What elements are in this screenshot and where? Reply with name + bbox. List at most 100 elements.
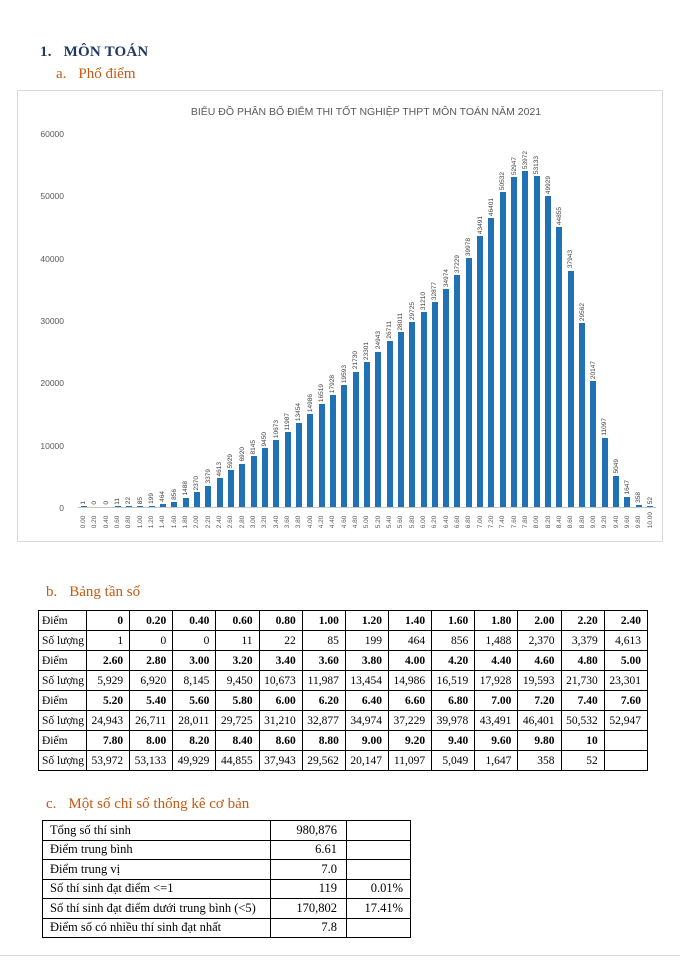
bar-value-label: 1488 xyxy=(182,481,190,496)
x-axis-tick-label: 5.20 xyxy=(374,515,382,529)
freq-value-cell: 3.20 xyxy=(215,650,260,671)
x-axis-tick-label: 3.60 xyxy=(284,515,291,529)
x-axis-tick-label: 5.40 xyxy=(385,515,393,529)
chart-bar xyxy=(477,235,484,507)
x-axis-tick-label: 7.00 xyxy=(476,515,484,529)
chart-bar xyxy=(533,175,540,507)
x-tick-slot: 5.00 xyxy=(361,509,372,529)
chart-bar xyxy=(488,217,495,507)
bar-value-label: 16519 xyxy=(317,383,325,403)
freq-value-cell: 9.80 xyxy=(517,730,562,751)
freq-value-cell: 2.20 xyxy=(560,610,605,631)
freq-value-cell: 6.00 xyxy=(258,690,303,711)
x-tick-slot: 8.20 xyxy=(542,509,553,529)
bar-slot: 3379 xyxy=(203,133,214,507)
section-b-label: Bảng tần số xyxy=(69,584,141,600)
x-axis-tick-label: 10.00 xyxy=(646,512,654,529)
x-tick-slot: 9.60 xyxy=(622,509,633,529)
x-tick-slot: 4.60 xyxy=(339,509,350,529)
x-tick-slot: 5.20 xyxy=(373,509,384,529)
bar-slot: 44855 xyxy=(554,133,565,507)
bar-value-label: 39978 xyxy=(465,237,473,256)
bar-slot: 52947 xyxy=(508,133,519,507)
chart-bar xyxy=(579,322,586,507)
freq-value-cell: 6,920 xyxy=(129,670,174,691)
stats-table-row: Điểm trung vị 7.0 xyxy=(42,859,411,880)
x-tick-slot: 7.40 xyxy=(497,509,508,529)
x-tick-slot: 6.00 xyxy=(418,509,429,529)
freq-value-cell: 31,210 xyxy=(258,710,303,731)
bar-value-label: 1647 xyxy=(623,480,631,495)
x-tick-slot: 4.20 xyxy=(316,509,327,529)
x-axis-tick-label: 3.40 xyxy=(272,515,280,529)
stat-percent-cell xyxy=(346,859,411,880)
freq-value-cell: 8.20 xyxy=(172,730,217,751)
freq-value-cell: 52 xyxy=(560,750,605,771)
x-axis-tick-label: 8.80 xyxy=(578,515,586,529)
x-axis-tick-label: 8.40 xyxy=(555,515,563,529)
freq-value-cell: 7.20 xyxy=(517,690,562,711)
bar-slot: 20147 xyxy=(588,133,599,507)
freq-value-cell: 26,711 xyxy=(129,710,174,731)
chart-bar xyxy=(227,470,234,507)
freq-value-cell: 464 xyxy=(387,630,433,651)
x-axis-tick-label: 4.40 xyxy=(329,515,337,529)
bar-value-label: 5049 xyxy=(612,459,620,474)
y-axis-tick-label: 40000 xyxy=(40,253,64,264)
freq-value-cell: 20,147 xyxy=(344,750,389,771)
bar-value-label: 37229 xyxy=(453,254,461,273)
x-tick-slot: 5.60 xyxy=(395,509,406,529)
stat-percent-cell: 17.41% xyxy=(346,898,411,919)
stat-value-cell: 6.61 xyxy=(270,839,347,860)
chart-bar xyxy=(454,274,461,507)
chart-bar xyxy=(239,463,246,507)
x-axis-tick-label: 5.80 xyxy=(408,515,416,529)
x-axis-tick-label: 3.20 xyxy=(261,515,269,529)
freq-value-cell: 0.80 xyxy=(258,610,303,631)
chart-bar xyxy=(125,506,132,507)
freq-value-cell: 9.00 xyxy=(344,730,389,751)
x-axis-tick-label: 1.60 xyxy=(170,515,178,529)
x-tick-slot: 4.80 xyxy=(350,509,361,529)
freq-value-cell: 1.80 xyxy=(474,610,519,631)
bar-value-label: 50532 xyxy=(499,171,507,191)
freq-value-cell: 6.40 xyxy=(344,690,389,711)
bar-value-label: 34974 xyxy=(442,268,450,287)
freq-value-cell: 11 xyxy=(215,630,260,651)
x-axis: 0.00 0.20 0.40 0.60 0.80 1.00 1.20 1.40 1.60 1.80… xyxy=(78,509,656,528)
freq-value-cell: 49,929 xyxy=(172,750,217,771)
freq-value-cell: 39,978 xyxy=(431,710,476,731)
chart-bar xyxy=(205,485,212,507)
bar-slot: 37229 xyxy=(452,133,463,507)
x-tick-slot: 1.40 xyxy=(157,509,168,529)
x-axis-tick-label: 2.40 xyxy=(216,515,224,529)
x-tick-slot: 4.40 xyxy=(327,509,338,529)
x-tick-slot: 2.60 xyxy=(225,509,236,529)
bar-slot: 37943 xyxy=(565,133,576,507)
y-axis-tick-label: 50000 xyxy=(40,191,64,202)
stat-value-cell: 7.8 xyxy=(270,917,347,938)
x-axis-tick-label: 1.00 xyxy=(136,515,144,529)
freq-value-cell: 4.60 xyxy=(517,650,562,671)
chart-bar xyxy=(601,437,608,507)
y-axis-tick-label: 30000 xyxy=(40,316,64,326)
freq-value-cell: 0.40 xyxy=(172,610,217,631)
chart-bar xyxy=(499,192,506,507)
freq-value-cell: 4.40 xyxy=(474,650,519,671)
x-axis-tick-label: 8.20 xyxy=(544,515,552,529)
x-axis-tick-label: 3.00 xyxy=(250,515,258,529)
stat-label-cell: Điểm số có nhiều thí sinh đạt nhất xyxy=(42,917,271,938)
bar-slot: 4613 xyxy=(214,133,225,507)
freq-value-cell: 5,049 xyxy=(431,750,476,771)
bar-slot: 14986 xyxy=(305,133,316,507)
freq-value-cell xyxy=(603,730,649,751)
bar-value-label: 14986 xyxy=(306,393,314,412)
freq-row-label-cell: Số lượng xyxy=(38,630,87,651)
bar-value-label: 199 xyxy=(148,492,156,504)
bar-value-label: 29562 xyxy=(578,302,586,321)
x-axis-tick-label: 6.40 xyxy=(442,515,450,529)
bar-slot: 464 xyxy=(157,133,168,507)
x-tick-slot: 1.60 xyxy=(169,509,180,529)
bar-slot: 52 xyxy=(644,133,655,507)
freq-value-cell: 0.60 xyxy=(215,610,260,631)
